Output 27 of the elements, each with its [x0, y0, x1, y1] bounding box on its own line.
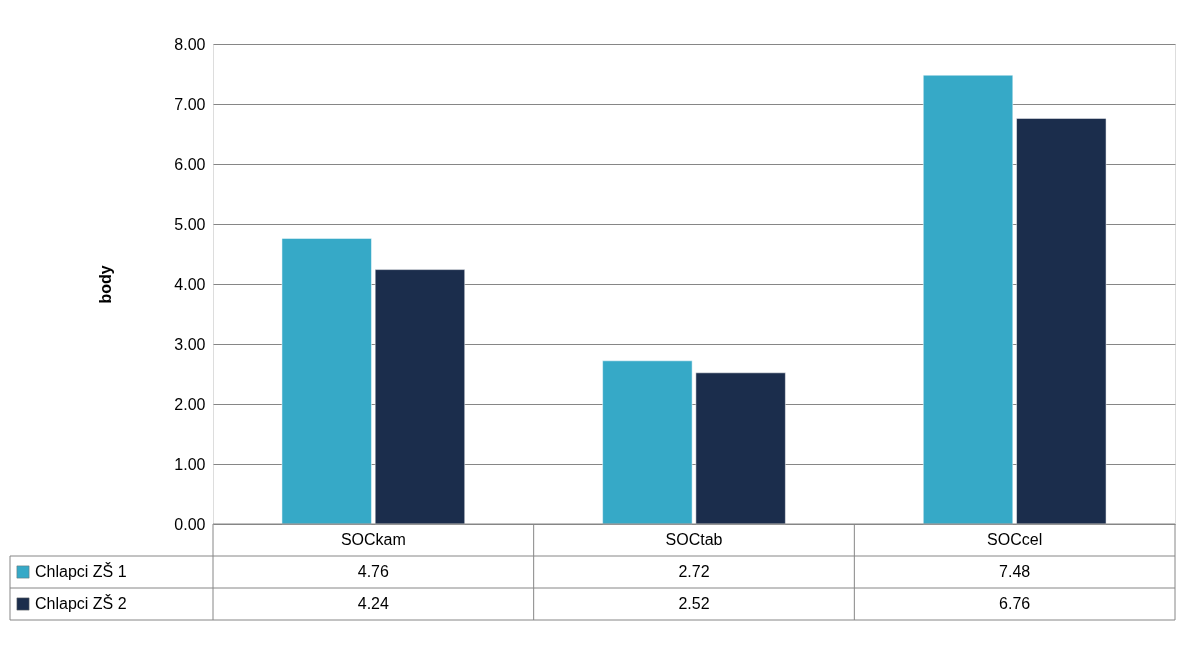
data-label: 2.52 — [678, 595, 710, 612]
y-axis-title: body — [97, 265, 115, 304]
bar — [602, 360, 693, 525]
y-tick-label: 6.00 — [174, 155, 206, 173]
y-tick-label: 2.00 — [174, 395, 206, 413]
data-label: 4.24 — [357, 595, 390, 612]
x-tick-label: SOCkam — [340, 531, 406, 548]
bar — [923, 74, 1014, 525]
y-tick-label: 0.00 — [174, 515, 206, 533]
y-tick-label: 4.00 — [174, 275, 206, 293]
x-tick-label: SOCtab — [665, 531, 723, 548]
data-label: 4.76 — [357, 563, 390, 580]
bar — [281, 238, 372, 525]
y-tick-label: 8.00 — [174, 35, 206, 53]
bar — [374, 269, 465, 525]
bar — [695, 372, 786, 525]
data-label: 6.76 — [999, 595, 1031, 612]
data-label: 7.48 — [999, 563, 1031, 580]
y-tick-label: 5.00 — [174, 215, 206, 233]
legend-label: Chlapci ZŠ 2 — [35, 594, 127, 612]
y-tick-label: 3.00 — [174, 335, 206, 353]
y-tick-label: 1.00 — [174, 455, 206, 473]
x-tick-label: SOCcel — [987, 531, 1043, 548]
y-tick-label: 7.00 — [174, 95, 206, 113]
data-label: 2.72 — [678, 563, 710, 580]
legend-label: Chlapci ZŠ 1 — [35, 562, 127, 580]
bar — [1016, 118, 1107, 525]
